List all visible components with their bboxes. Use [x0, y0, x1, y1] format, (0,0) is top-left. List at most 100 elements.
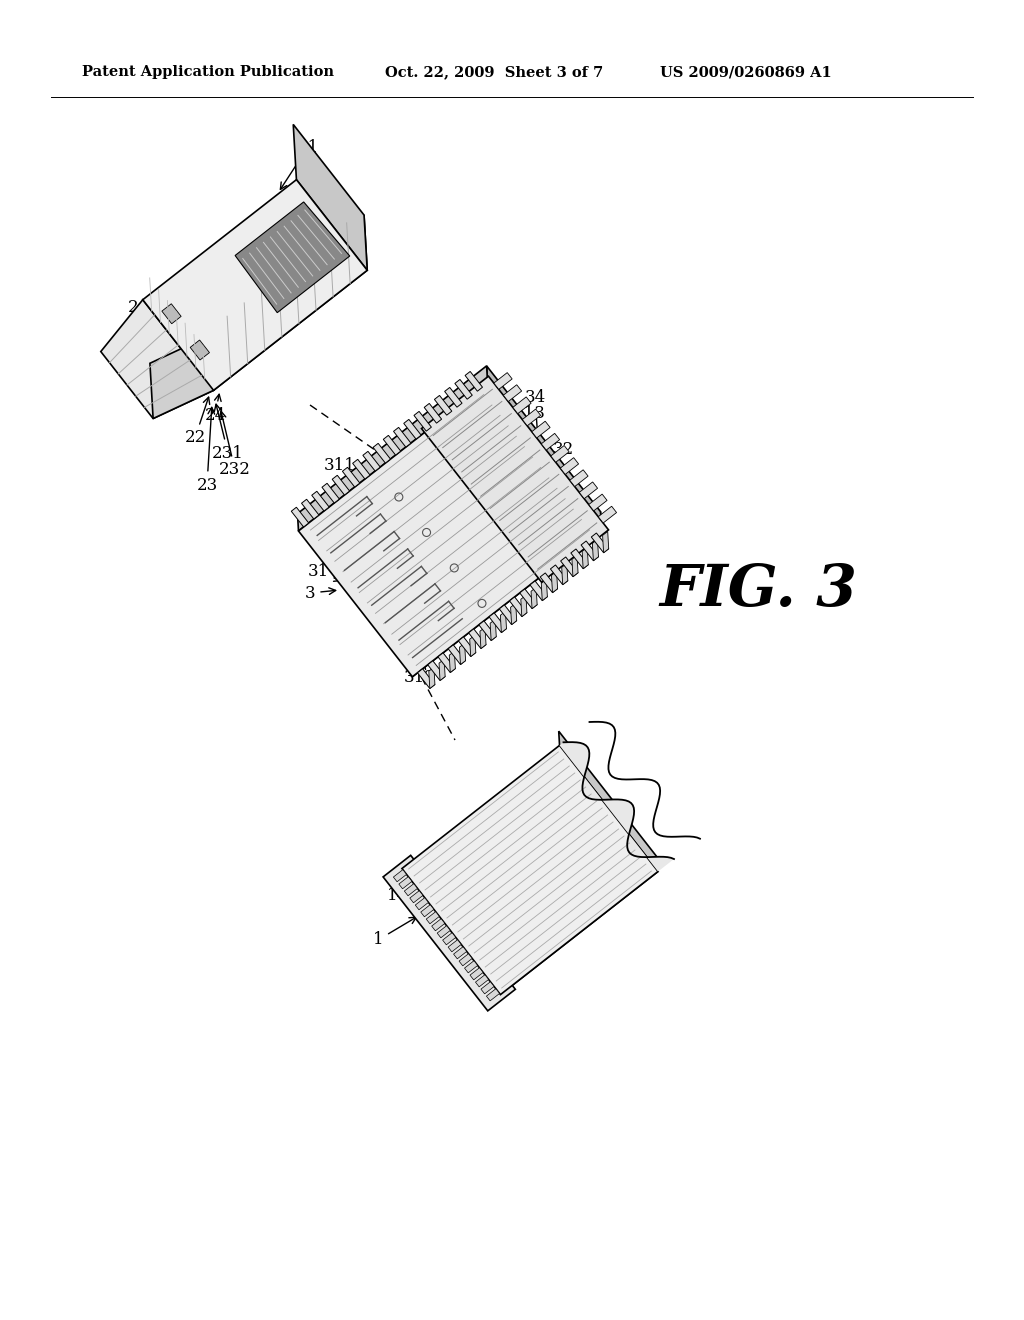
Text: 1: 1 [373, 917, 417, 949]
Text: 22: 22 [184, 397, 210, 446]
Polygon shape [291, 507, 308, 527]
Polygon shape [426, 912, 439, 924]
Polygon shape [428, 661, 445, 681]
Polygon shape [481, 982, 495, 994]
Polygon shape [501, 611, 507, 632]
Polygon shape [422, 376, 608, 582]
Polygon shape [480, 627, 486, 648]
Polygon shape [162, 304, 181, 323]
Polygon shape [531, 421, 550, 438]
Polygon shape [383, 855, 515, 1011]
Polygon shape [486, 989, 500, 1001]
Polygon shape [521, 595, 527, 616]
Text: 14: 14 [387, 887, 431, 903]
Polygon shape [402, 746, 658, 994]
Polygon shape [236, 202, 350, 313]
Polygon shape [520, 589, 538, 609]
Polygon shape [100, 300, 214, 418]
Polygon shape [551, 445, 569, 462]
Polygon shape [560, 557, 578, 577]
Polygon shape [470, 635, 476, 656]
Text: 313: 313 [514, 404, 546, 444]
Polygon shape [311, 491, 329, 511]
Polygon shape [298, 366, 487, 531]
Text: Patent Application Publication: Patent Application Publication [82, 65, 334, 79]
Polygon shape [393, 870, 407, 882]
Polygon shape [591, 533, 608, 553]
Polygon shape [470, 968, 483, 979]
Text: 34: 34 [524, 389, 546, 436]
Polygon shape [190, 341, 210, 360]
Polygon shape [489, 612, 507, 632]
Polygon shape [449, 645, 466, 664]
Polygon shape [542, 579, 548, 601]
Polygon shape [513, 397, 531, 413]
Polygon shape [142, 180, 368, 391]
Polygon shape [494, 372, 512, 389]
Polygon shape [490, 619, 497, 640]
Polygon shape [465, 961, 477, 973]
Polygon shape [418, 669, 435, 689]
Text: 21: 21 [281, 139, 318, 189]
Polygon shape [580, 482, 598, 499]
Polygon shape [332, 475, 349, 495]
Polygon shape [362, 451, 380, 471]
Polygon shape [530, 581, 548, 601]
Polygon shape [475, 974, 488, 987]
Text: 32: 32 [552, 441, 573, 491]
Text: 232: 232 [219, 412, 251, 479]
Polygon shape [541, 573, 558, 593]
Polygon shape [438, 653, 456, 673]
Polygon shape [455, 379, 472, 399]
Polygon shape [444, 388, 462, 407]
Polygon shape [399, 876, 412, 888]
Text: 11: 11 [519, 779, 541, 804]
Polygon shape [298, 383, 601, 677]
Text: 31: 31 [307, 564, 341, 581]
Text: 231: 231 [212, 404, 244, 462]
Polygon shape [293, 124, 368, 271]
Polygon shape [210, 215, 368, 391]
Polygon shape [550, 565, 568, 585]
Polygon shape [449, 940, 461, 952]
Polygon shape [373, 444, 390, 463]
Text: 311: 311 [324, 457, 361, 487]
Polygon shape [592, 540, 598, 561]
Polygon shape [150, 335, 214, 418]
Polygon shape [469, 628, 486, 648]
Text: 2: 2 [128, 298, 185, 315]
Text: 24: 24 [205, 395, 225, 424]
Polygon shape [460, 643, 466, 664]
Polygon shape [583, 548, 588, 569]
Polygon shape [572, 556, 578, 577]
Polygon shape [424, 404, 441, 424]
Polygon shape [500, 857, 658, 994]
Polygon shape [412, 512, 601, 677]
Polygon shape [465, 371, 482, 391]
Polygon shape [410, 891, 423, 903]
Polygon shape [598, 507, 616, 523]
Polygon shape [459, 954, 472, 966]
Polygon shape [479, 620, 497, 640]
Text: US 2009/0260869 A1: US 2009/0260869 A1 [660, 65, 831, 79]
Polygon shape [486, 366, 601, 529]
Text: 312: 312 [404, 663, 436, 686]
Text: FIG. 3: FIG. 3 [659, 562, 857, 618]
Polygon shape [432, 919, 444, 931]
Polygon shape [454, 946, 467, 958]
Polygon shape [459, 636, 476, 656]
Text: Oct. 22, 2009  Sheet 3 of 7: Oct. 22, 2009 Sheet 3 of 7 [385, 65, 603, 79]
Polygon shape [393, 428, 411, 447]
Polygon shape [589, 494, 607, 511]
Polygon shape [450, 651, 456, 673]
Polygon shape [560, 458, 579, 474]
Polygon shape [559, 742, 674, 871]
Polygon shape [510, 597, 527, 616]
Text: 23: 23 [197, 408, 218, 494]
Polygon shape [322, 483, 339, 503]
Text: 3: 3 [305, 585, 336, 602]
Polygon shape [504, 384, 521, 401]
Polygon shape [383, 436, 400, 455]
Text: 33: 33 [559, 503, 581, 541]
Polygon shape [414, 412, 431, 432]
